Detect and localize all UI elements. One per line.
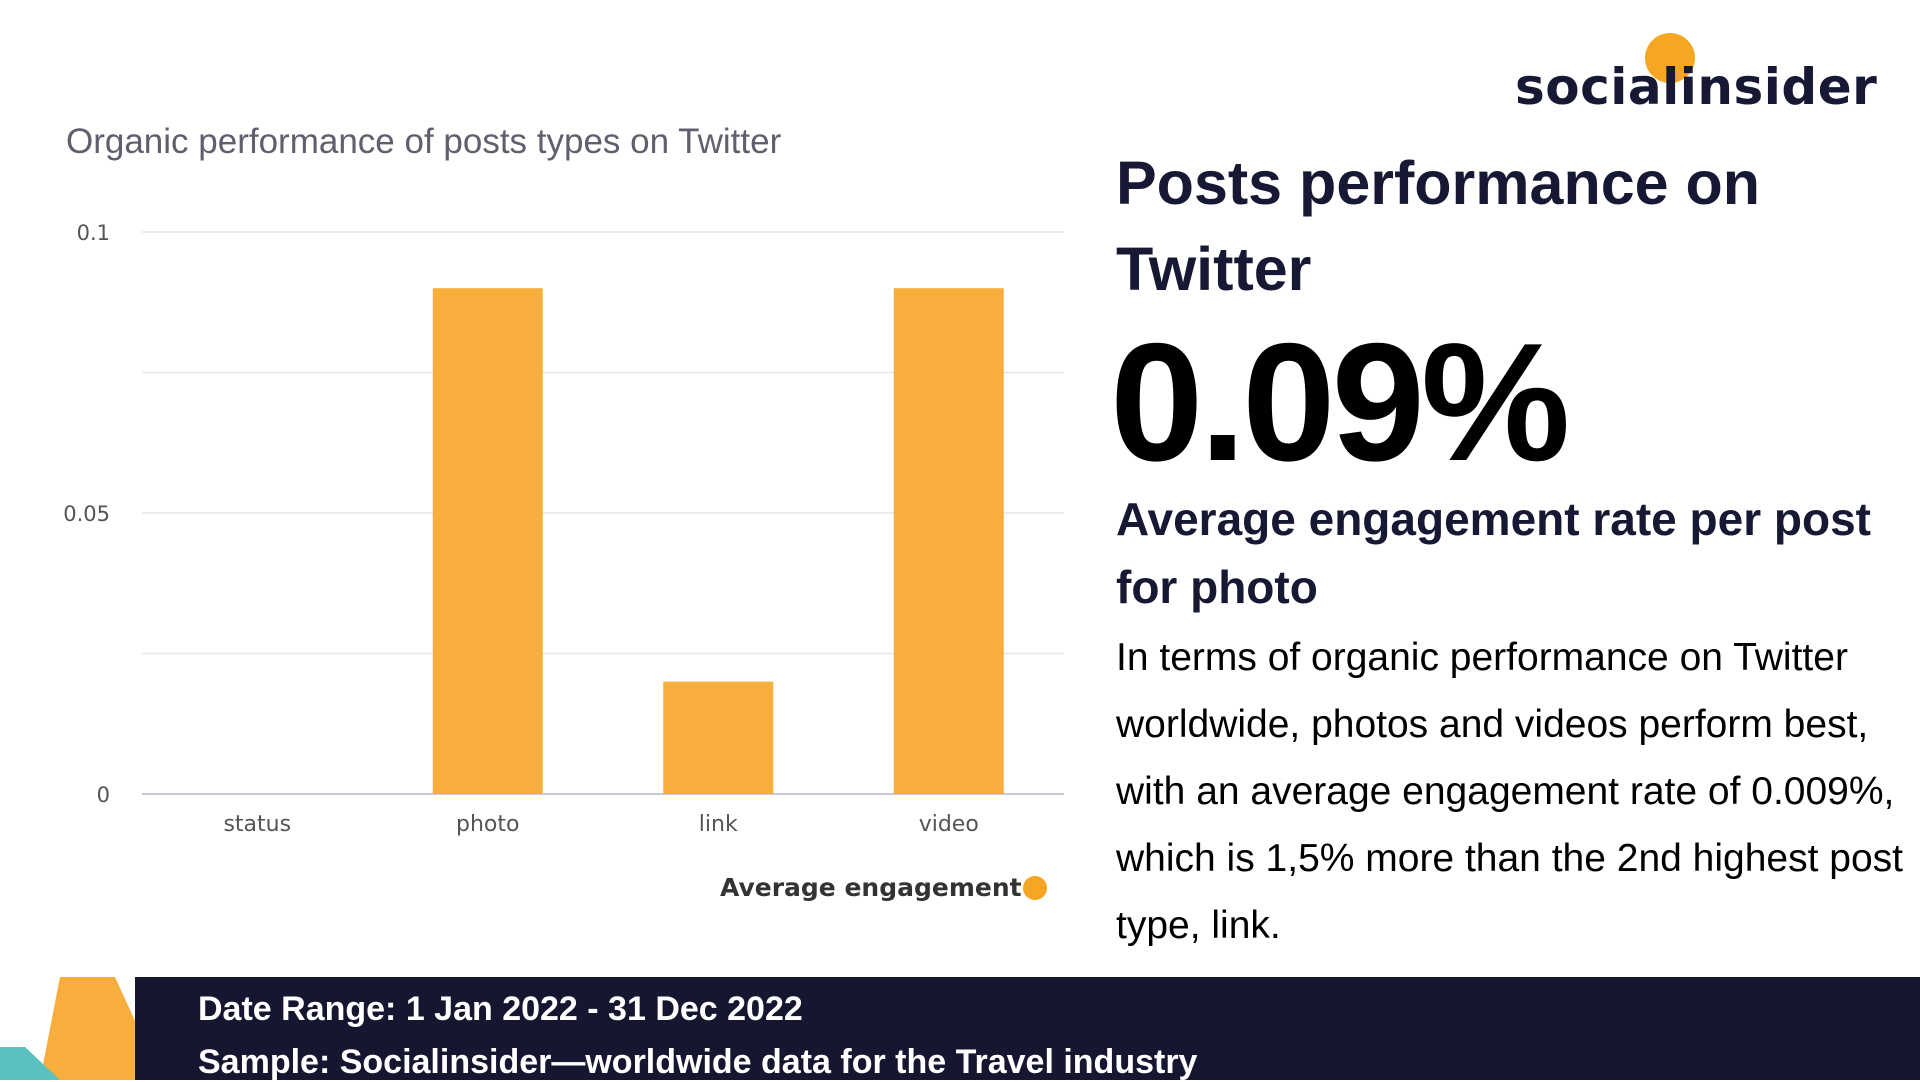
legend-swatch [1023, 876, 1047, 900]
footer-bar [135, 977, 1920, 1080]
brand-logo: socialinsider [1515, 58, 1878, 116]
footer-sample: Sample: Socialinsider—worldwide data for… [198, 1043, 1198, 1081]
headline: Posts performance on Twitter [1116, 149, 1761, 303]
y-tick-label: 0 [97, 783, 110, 807]
x-tick-labels: status photo link video [223, 812, 978, 837]
logo-dot-icon [1645, 33, 1695, 83]
y-tick-labels: 0 0.05 0.1 [63, 221, 110, 807]
bars [432, 288, 1004, 794]
body-text: In terms of organic performance on Twitt… [1116, 636, 1903, 947]
big-number: 0.09% [1110, 308, 1570, 496]
footer-date-range: Date Range: 1 Jan 2022 - 31 Dec 2022 [198, 990, 803, 1028]
footer-decoration [0, 977, 162, 1080]
legend-label: Average engagement [720, 873, 1022, 902]
x-tick-label-video: video [919, 812, 979, 837]
bar-video [893, 288, 1004, 794]
x-tick-label-photo: photo [456, 812, 519, 837]
bar-photo [432, 288, 543, 794]
subhead: Average engagement rate per post for pho… [1116, 493, 1871, 613]
x-tick-label-link: link [699, 812, 738, 837]
bar-chart: 0 0.05 0.1 status photo link video [63, 221, 1064, 837]
y-tick-label: 0.05 [63, 502, 110, 526]
x-tick-label-status: status [223, 812, 291, 837]
chart-title: Organic performance of posts types on Tw… [66, 122, 782, 161]
bar-link [663, 681, 774, 794]
y-tick-label: 0.1 [77, 221, 110, 245]
